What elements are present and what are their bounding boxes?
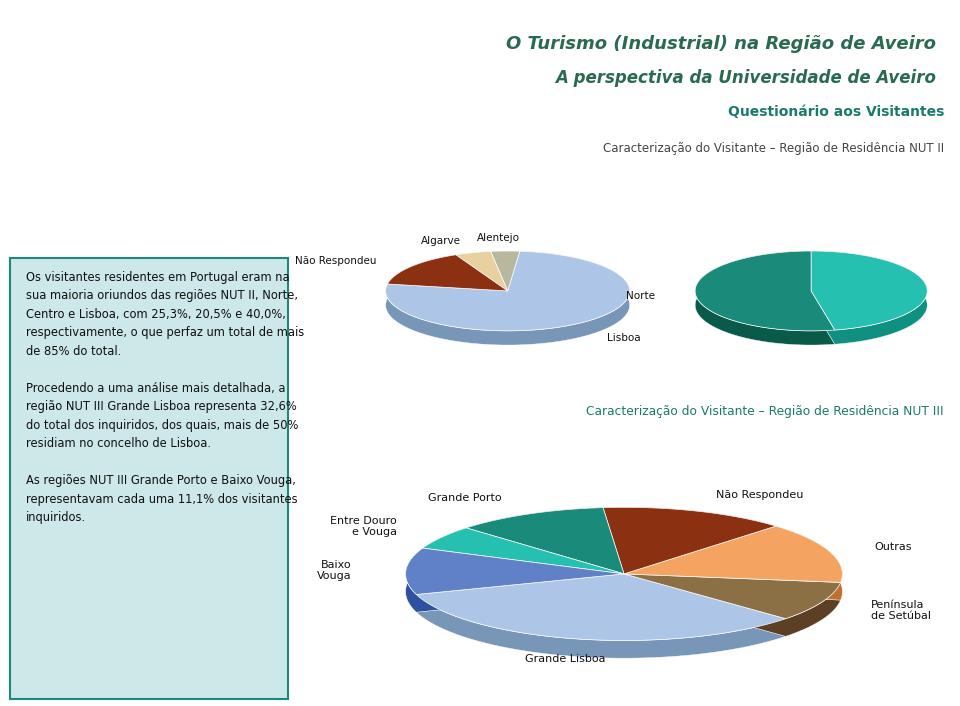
Text: Baixo
Vouga: Baixo Vouga — [317, 560, 351, 581]
Polygon shape — [695, 251, 835, 345]
Polygon shape — [422, 528, 624, 592]
Polygon shape — [456, 251, 508, 305]
Polygon shape — [467, 508, 624, 592]
Text: Península
de Setúbal: Península de Setúbal — [871, 600, 931, 621]
Text: Os visitantes residentes em Portugal eram na
sua maioria oriundos das regiões NU: Os visitantes residentes em Portugal era… — [26, 271, 304, 525]
Text: Entre Douro
e Vouga: Entre Douro e Vouga — [330, 516, 396, 537]
Polygon shape — [406, 548, 624, 594]
Text: A perspectiva da Universidade de Aveiro: A perspectiva da Universidade de Aveiro — [555, 68, 936, 87]
Polygon shape — [811, 251, 927, 345]
Text: Não Respondeu: Não Respondeu — [716, 489, 804, 500]
Polygon shape — [624, 526, 842, 582]
Polygon shape — [417, 574, 785, 658]
Polygon shape — [417, 574, 785, 640]
Text: Caracterização do Visitante – Região de Residência NUT II: Caracterização do Visitante – Região de … — [604, 142, 945, 155]
Text: Não Respondeu: Não Respondeu — [296, 256, 377, 265]
Polygon shape — [467, 508, 624, 574]
Text: Outras: Outras — [875, 542, 912, 552]
Polygon shape — [491, 251, 519, 305]
Text: Alentejo: Alentejo — [477, 234, 520, 244]
Text: O Turismo (Industrial) na Região de Aveiro: O Turismo (Industrial) na Região de Avei… — [506, 35, 936, 53]
Polygon shape — [695, 251, 835, 331]
Polygon shape — [422, 528, 624, 574]
Polygon shape — [624, 574, 841, 618]
Polygon shape — [388, 255, 508, 305]
Polygon shape — [386, 251, 630, 345]
Polygon shape — [811, 251, 927, 330]
Polygon shape — [406, 548, 624, 612]
Polygon shape — [388, 255, 508, 291]
Polygon shape — [603, 508, 776, 574]
Polygon shape — [624, 526, 842, 600]
Text: Algarve: Algarve — [420, 236, 461, 246]
Text: Caracterização do Visitante – Região de Residência NUT III: Caracterização do Visitante – Região de … — [587, 405, 944, 419]
Polygon shape — [456, 251, 508, 291]
Text: Questionário aos Visitantes: Questionário aos Visitantes — [729, 105, 945, 119]
Polygon shape — [386, 251, 630, 331]
Polygon shape — [491, 251, 519, 291]
Text: Norte: Norte — [626, 291, 656, 301]
Polygon shape — [624, 574, 841, 636]
Text: Lisboa: Lisboa — [607, 333, 640, 344]
Polygon shape — [603, 508, 776, 592]
Text: Grande Lisboa: Grande Lisboa — [525, 654, 606, 664]
Text: Grande Porto: Grande Porto — [428, 493, 502, 503]
